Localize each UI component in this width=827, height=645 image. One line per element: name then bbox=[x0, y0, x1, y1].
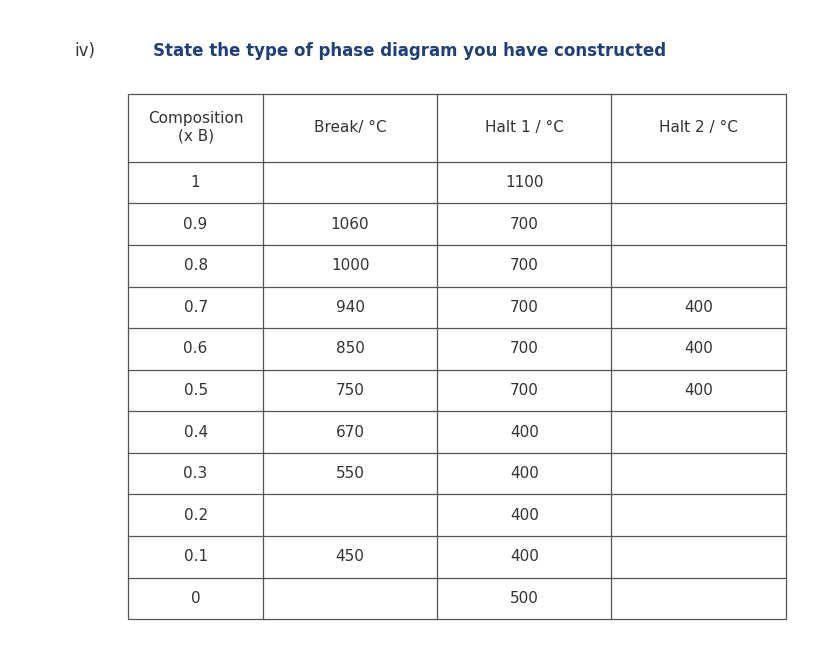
Text: Composition
(x B): Composition (x B) bbox=[148, 112, 243, 144]
Text: 500: 500 bbox=[510, 591, 538, 606]
Text: 1000: 1000 bbox=[331, 258, 370, 273]
Text: 550: 550 bbox=[336, 466, 365, 481]
Text: 700: 700 bbox=[510, 383, 538, 398]
Text: Break/ °C: Break/ °C bbox=[313, 120, 386, 135]
Text: 0.4: 0.4 bbox=[184, 424, 208, 440]
Text: 0.6: 0.6 bbox=[184, 341, 208, 357]
Text: 400: 400 bbox=[684, 341, 713, 357]
Text: 0.2: 0.2 bbox=[184, 508, 208, 522]
Text: 400: 400 bbox=[510, 466, 538, 481]
Text: iv): iv) bbox=[74, 42, 95, 60]
Text: 700: 700 bbox=[510, 258, 538, 273]
Text: 0.1: 0.1 bbox=[184, 550, 208, 564]
Text: 0.9: 0.9 bbox=[184, 217, 208, 232]
Text: 1060: 1060 bbox=[331, 217, 370, 232]
Text: 700: 700 bbox=[510, 341, 538, 357]
Text: 400: 400 bbox=[510, 424, 538, 440]
Text: 750: 750 bbox=[336, 383, 365, 398]
Text: 0.8: 0.8 bbox=[184, 258, 208, 273]
Text: 400: 400 bbox=[510, 550, 538, 564]
Text: Halt 2 / °C: Halt 2 / °C bbox=[659, 120, 738, 135]
Text: 400: 400 bbox=[684, 383, 713, 398]
Text: 0.5: 0.5 bbox=[184, 383, 208, 398]
Text: 0.7: 0.7 bbox=[184, 300, 208, 315]
Text: 450: 450 bbox=[336, 550, 365, 564]
Bar bbox=[128, 94, 786, 619]
Text: 400: 400 bbox=[510, 508, 538, 522]
Text: 1100: 1100 bbox=[505, 175, 543, 190]
Text: 700: 700 bbox=[510, 300, 538, 315]
Text: 700: 700 bbox=[510, 217, 538, 232]
Text: State the type of phase diagram you have constructed: State the type of phase diagram you have… bbox=[153, 42, 666, 60]
Text: 1: 1 bbox=[191, 175, 200, 190]
Text: 850: 850 bbox=[336, 341, 365, 357]
Text: 670: 670 bbox=[336, 424, 365, 440]
Text: 940: 940 bbox=[336, 300, 365, 315]
Text: 400: 400 bbox=[684, 300, 713, 315]
Text: 0.3: 0.3 bbox=[184, 466, 208, 481]
Text: Halt 1 / °C: Halt 1 / °C bbox=[485, 120, 564, 135]
Text: 0: 0 bbox=[191, 591, 200, 606]
